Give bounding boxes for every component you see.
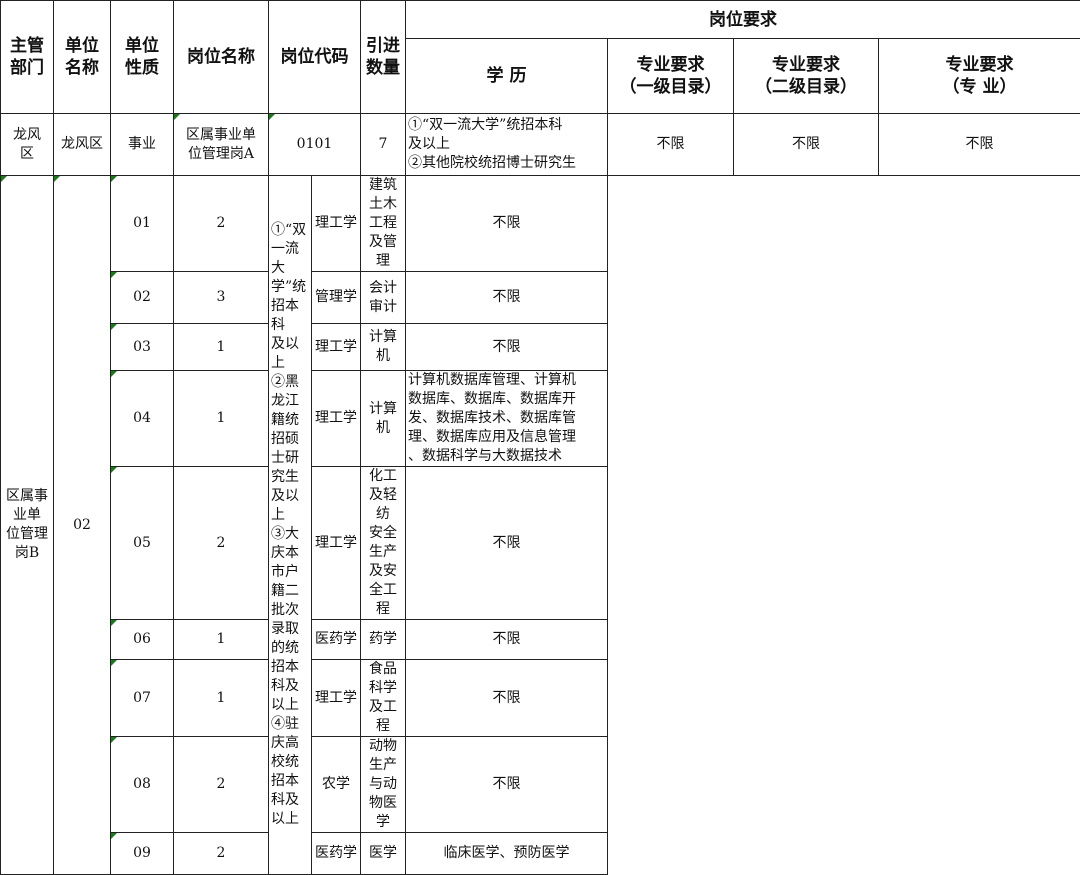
major2-a: 不限 <box>734 114 879 176</box>
header-education: 学 历 <box>406 39 608 114</box>
header-nature: 单位性质 <box>111 1 174 114</box>
major2: 建筑土木工程及管理 <box>361 176 406 272</box>
major3: 不限 <box>406 660 608 737</box>
major3: 临床医学、预防医学 <box>406 833 608 875</box>
post-code-a: 0101 <box>269 114 361 176</box>
major1-a: 不限 <box>608 114 734 176</box>
sub-code: 06 <box>111 620 174 660</box>
major3: 不限 <box>406 324 608 371</box>
header-post-code: 岗位代码 <box>269 1 361 114</box>
sub-code: 02 <box>111 272 174 324</box>
count: 1 <box>174 660 269 737</box>
major1: 理工学 <box>312 176 361 272</box>
header-major1: 专业要求（一级目录） <box>608 39 734 114</box>
post-name-b: 区属事业单位管理岗B <box>1 176 54 875</box>
major1: 理工学 <box>312 371 361 467</box>
header-major3: 专业要求（专 业） <box>879 39 1080 114</box>
count: 2 <box>174 467 269 620</box>
header-count: 引进数量 <box>361 1 406 114</box>
sub-code: 08 <box>111 737 174 833</box>
major2: 计算机 <box>361 371 406 467</box>
count: 2 <box>174 176 269 272</box>
major2: 药学 <box>361 620 406 660</box>
major1: 农学 <box>312 737 361 833</box>
count: 1 <box>174 371 269 467</box>
major1: 医药学 <box>312 620 361 660</box>
count: 2 <box>174 737 269 833</box>
major3: 不限 <box>406 620 608 660</box>
major1: 管理学 <box>312 272 361 324</box>
count-a: 7 <box>361 114 406 176</box>
major3: 不限 <box>406 467 608 620</box>
post-name-a: 区属事业单位管理岗A <box>174 114 269 176</box>
major1: 理工学 <box>312 467 361 620</box>
sub-code: 04 <box>111 371 174 467</box>
header-dept: 主管部门 <box>1 1 54 114</box>
header-post-name: 岗位名称 <box>174 1 269 114</box>
unit-cell: 龙风区 <box>54 114 111 176</box>
major2: 计算机 <box>361 324 406 371</box>
sub-code: 03 <box>111 324 174 371</box>
major2: 动物生产与动物医学 <box>361 737 406 833</box>
header-major2: 专业要求（二级目录） <box>734 39 879 114</box>
major3: 计算机数据库管理、计算机数据库、数据库、数据库开发、数据库技术、数据库管理、数据… <box>406 371 608 467</box>
major2: 化工及轻纺安全生产及安全工程 <box>361 467 406 620</box>
sub-code: 01 <box>111 176 174 272</box>
major3: 不限 <box>406 272 608 324</box>
sub-code: 09 <box>111 833 174 875</box>
sub-code: 07 <box>111 660 174 737</box>
dept-cell: 龙风区 <box>1 114 54 176</box>
count: 1 <box>174 324 269 371</box>
post-code-b: 02 <box>54 176 111 875</box>
major3-a: 不限 <box>879 114 1080 176</box>
header-unit: 单位名称 <box>54 1 111 114</box>
count: 1 <box>174 620 269 660</box>
major1: 医药学 <box>312 833 361 875</box>
count: 3 <box>174 272 269 324</box>
count: 2 <box>174 833 269 875</box>
major2: 食品科学及工程 <box>361 660 406 737</box>
major1: 理工学 <box>312 324 361 371</box>
major3: 不限 <box>406 176 608 272</box>
major2: 医学 <box>361 833 406 875</box>
major3: 不限 <box>406 737 608 833</box>
major2: 会计审计 <box>361 272 406 324</box>
nature-cell: 事业 <box>111 114 174 176</box>
sub-code: 05 <box>111 467 174 620</box>
header-requirements: 岗位要求 <box>406 1 1080 39</box>
major1: 理工学 <box>312 660 361 737</box>
